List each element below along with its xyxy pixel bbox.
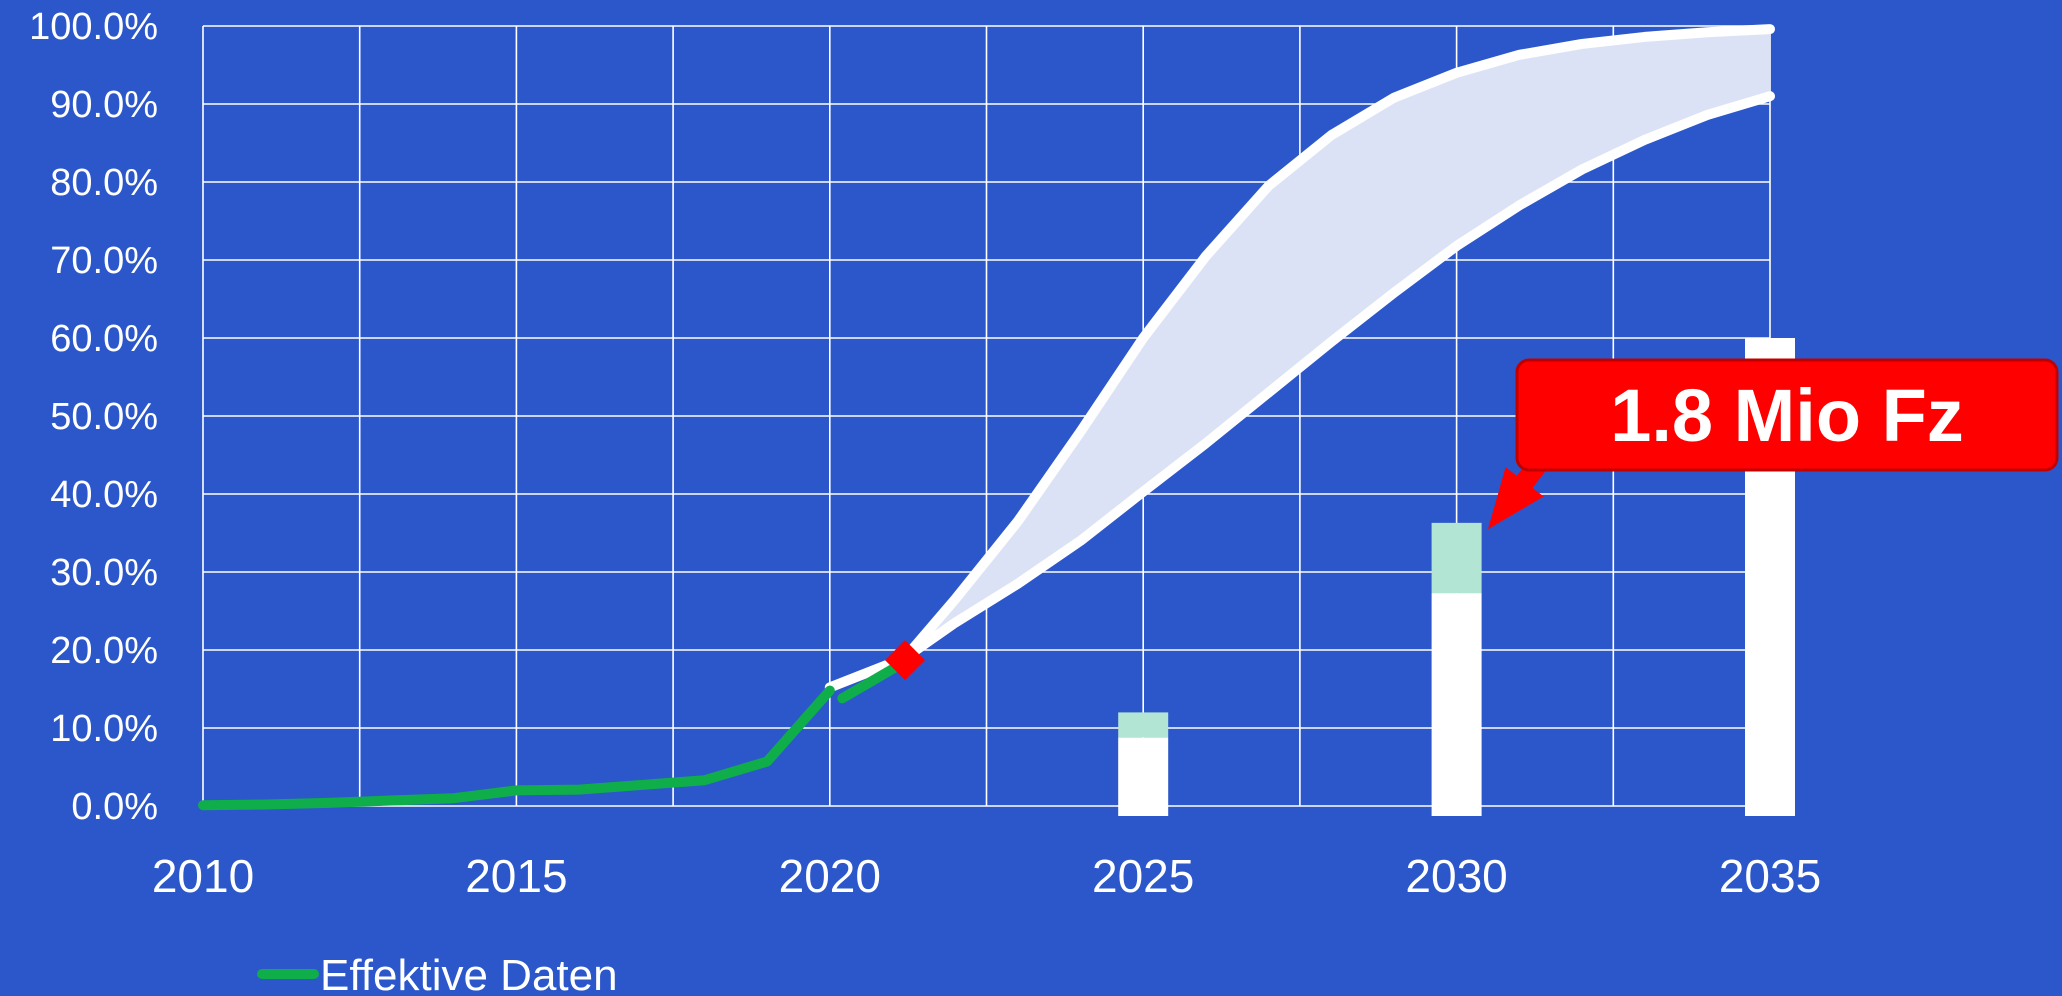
x-tick-label: 2030 xyxy=(1405,850,1507,902)
callout-label: 1.8 Mio Fz xyxy=(1610,374,1964,457)
diamond-marker xyxy=(885,640,926,681)
forecast-band-area xyxy=(905,29,1770,658)
bar-base xyxy=(1431,593,1482,816)
y-tick-label: 0.0% xyxy=(71,786,158,828)
bar-top xyxy=(1431,522,1482,594)
y-tick-label: 70.0% xyxy=(50,240,158,282)
y-tick-label: 50.0% xyxy=(50,396,158,438)
y-axis-tick-labels: 0.0% 10.0% 20.0% 30.0% 40.0% 50.0% 60.0% 70.0% 8… xyxy=(29,6,158,828)
x-tick-label: 2025 xyxy=(1092,850,1194,902)
callout-box xyxy=(1515,358,2059,472)
y-tick-label: 100.0% xyxy=(29,6,158,48)
y-tick-label: 20.0% xyxy=(50,630,158,672)
x-tick-label: 2015 xyxy=(465,850,567,902)
y-tick-label: 60.0% xyxy=(50,318,158,360)
forecast-lower-line xyxy=(900,91,1775,663)
current-point-marker xyxy=(885,640,926,681)
bar-base xyxy=(1118,737,1169,816)
y-tick-label: 90.0% xyxy=(50,84,158,126)
bar-series xyxy=(1118,338,1795,816)
callout: 1.8 Mio Fz xyxy=(1487,358,2059,530)
x-tick-label: 2035 xyxy=(1719,850,1821,902)
legend: Effektive Daten xyxy=(257,951,618,996)
forecast-upper-line xyxy=(824,24,1775,693)
forecast-band xyxy=(905,29,1770,658)
y-tick-label: 30.0% xyxy=(50,552,158,594)
x-tick-label: 2020 xyxy=(779,850,881,902)
x-axis-tick-labels: 2010 2015 2020 2025 2030 2035 xyxy=(152,850,1821,902)
y-tick-label: 80.0% xyxy=(50,162,158,204)
actual-data-line xyxy=(198,685,835,811)
y-tick-label: 40.0% xyxy=(50,474,158,516)
x-tick-label: 2010 xyxy=(152,850,254,902)
y-tick-label: 10.0% xyxy=(50,708,158,750)
legend-label-effektive-daten: Effektive Daten xyxy=(320,951,618,996)
bar-top xyxy=(1118,712,1169,738)
